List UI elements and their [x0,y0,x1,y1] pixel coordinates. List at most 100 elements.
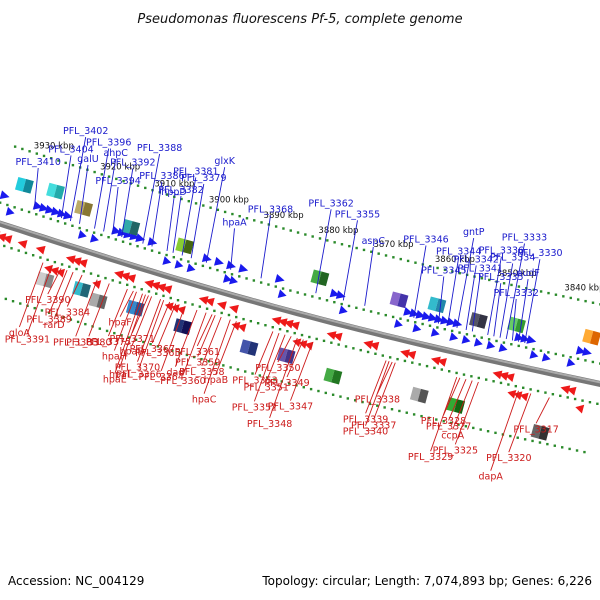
gene-label[interactable]: aspC [362,236,386,247]
gene-label[interactable]: ccpA [441,431,464,442]
gene-label[interactable]: PFL_3339 [343,414,388,425]
gene-label[interactable]: PFL_3362 [308,198,353,209]
gene-label[interactable]: PFL_3328 [421,416,466,427]
gene-label[interactable]: PFL_3317 [513,424,558,435]
gene-label[interactable]: PFL_3370 [115,363,160,374]
gene-label[interactable]: PFL_3348 [247,419,292,430]
gene-label[interactable]: PFL_3329 [408,452,453,463]
gene-label[interactable]: PFL_3333 [502,233,547,244]
gene-label[interactable]: PFL_3344 [436,246,481,257]
gene-label[interactable]: PFL_3358 [179,367,224,378]
gene-label[interactable]: PFL_3351 [243,383,288,394]
gene-label[interactable]: PFL_3410 [15,157,60,168]
gene-label[interactable]: rarD [44,320,65,331]
gene-label[interactable]: PFL_3371 [109,334,154,345]
ring-dot [573,397,577,401]
gene-label[interactable]: PFL_3327 [426,421,471,432]
gene-label[interactable]: PFL_3355 [335,209,380,220]
gene-label[interactable]: PFL_3380 [66,337,111,348]
ring-dot [340,243,344,246]
feature-box [239,339,259,357]
gene-label[interactable]: PFL_3360 [160,376,205,387]
gene-label[interactable]: hpaD [119,346,144,357]
ring-dot [17,249,20,252]
gene-label[interactable]: PFL_3350 [255,363,300,374]
gene-label[interactable]: PFL_3330 [517,248,562,259]
gene-label[interactable]: PFL_3352 [232,402,277,413]
gene-label[interactable]: hpaB [204,375,228,386]
gene-label[interactable]: PFL_3402 [63,126,108,137]
gene-label[interactable]: PFL_3391 [5,335,50,346]
gene-label[interactable]: PFL_3364 [138,372,183,383]
gene-label[interactable]: PFL_3320 [486,453,531,464]
gene-label[interactable]: PFL_3334 [490,252,535,263]
gene-label[interactable]: PFL_3404 [48,144,93,155]
gene-label[interactable]: PFL_3386 [139,171,184,182]
gene-label[interactable]: gntP [463,227,485,238]
kbp-tick-label: 3860 kbp [435,255,475,265]
feature-box [46,182,65,200]
ring-dot [201,264,205,268]
ring-dot [286,329,289,333]
gene-label[interactable]: PFL_3388 [137,143,182,154]
gene-label[interactable]: ahpC [103,148,128,159]
gene-label[interactable]: PFL_3381 [173,166,218,177]
gene-label[interactable]: PFL_3340 [343,427,388,438]
gene-label[interactable]: hpaI [109,370,130,381]
gene-label[interactable]: PFL_3389 [26,314,71,325]
gene-label[interactable]: PFL_3382 [158,185,203,196]
gene-label[interactable]: PFL_3347 [268,402,313,413]
gene-label[interactable]: PFL_3336 [479,246,524,257]
gene-label[interactable]: hppD [161,187,186,198]
gene-leader-line [107,288,128,337]
gene-label[interactable]: galU [77,154,98,165]
gene-label[interactable]: PFL_3390 [25,295,70,306]
gene-label[interactable]: hpaC [192,395,217,406]
reverse-gene-labels: PFL_3390 rarD PFL_3391 PFL_3389 gloA PFL_3383… [5,262,559,483]
gene-label[interactable]: hpaA [222,217,247,228]
gene-label[interactable]: PFL_3359 [175,358,220,369]
gene-label[interactable]: PFL_3366 [116,369,161,380]
feature-box [446,397,466,414]
gene-label[interactable]: PFL_3394 [95,176,140,187]
gene-label[interactable]: PFL_3368 [248,205,293,216]
gene-label[interactable]: PFL_3345 [421,265,466,276]
ring-dot [296,231,300,234]
gene-label[interactable]: PFL_3346 [403,235,448,246]
gene-label[interactable]: PFL_3375 [86,337,131,348]
gene-label[interactable]: PFL_3367 [130,344,175,355]
gene-label[interactable]: PFL_3365 [135,348,180,359]
gene-label[interactable]: hpaH [102,352,127,363]
gene-label[interactable]: PFL_3384 [45,308,90,319]
ring-dot [575,449,579,452]
forward-cds-arrow [486,340,496,350]
gene-label[interactable]: PFL_3361 [175,347,220,358]
gene-leader-line [182,312,207,376]
gene-label[interactable]: gloA [9,328,30,339]
gene-label[interactable]: PFL_3341 [458,264,503,275]
gene-label[interactable]: PFL_3392 [110,158,155,169]
gene-label[interactable]: PFL_3332 [493,288,538,299]
gene-label[interactable]: PFL_3338 [355,395,400,406]
gene-label[interactable]: dapA [479,472,504,483]
gene-label[interactable]: PFL_3353 [232,376,277,387]
gene-label[interactable]: glxK [214,156,235,167]
gene-label[interactable]: PFL_3383 [53,337,98,348]
ring-dot [21,147,24,151]
gene-label[interactable]: PFL_3396 [86,138,131,149]
gene-label[interactable]: PFL_3379 [181,173,226,184]
gene-label[interactable]: nudF [516,268,540,279]
ring-dot [532,288,535,292]
gene-label[interactable]: PFL_3325 [433,445,478,456]
ring-dot [173,195,176,199]
gene-label[interactable]: dad [166,368,184,379]
gene-label[interactable]: hpaE [103,375,127,386]
reverse-cds-arrow [150,281,161,291]
gene-label[interactable]: PFL_3342 [453,254,498,265]
ring-dot [251,372,254,375]
ring-dot [35,152,39,155]
gene-label[interactable]: PFL_3337 [351,420,396,431]
gene-label[interactable]: PFL_3349 [264,378,309,389]
gene-label[interactable]: hpaF [108,318,131,329]
gene-label[interactable]: PFL_3335 [478,272,523,283]
